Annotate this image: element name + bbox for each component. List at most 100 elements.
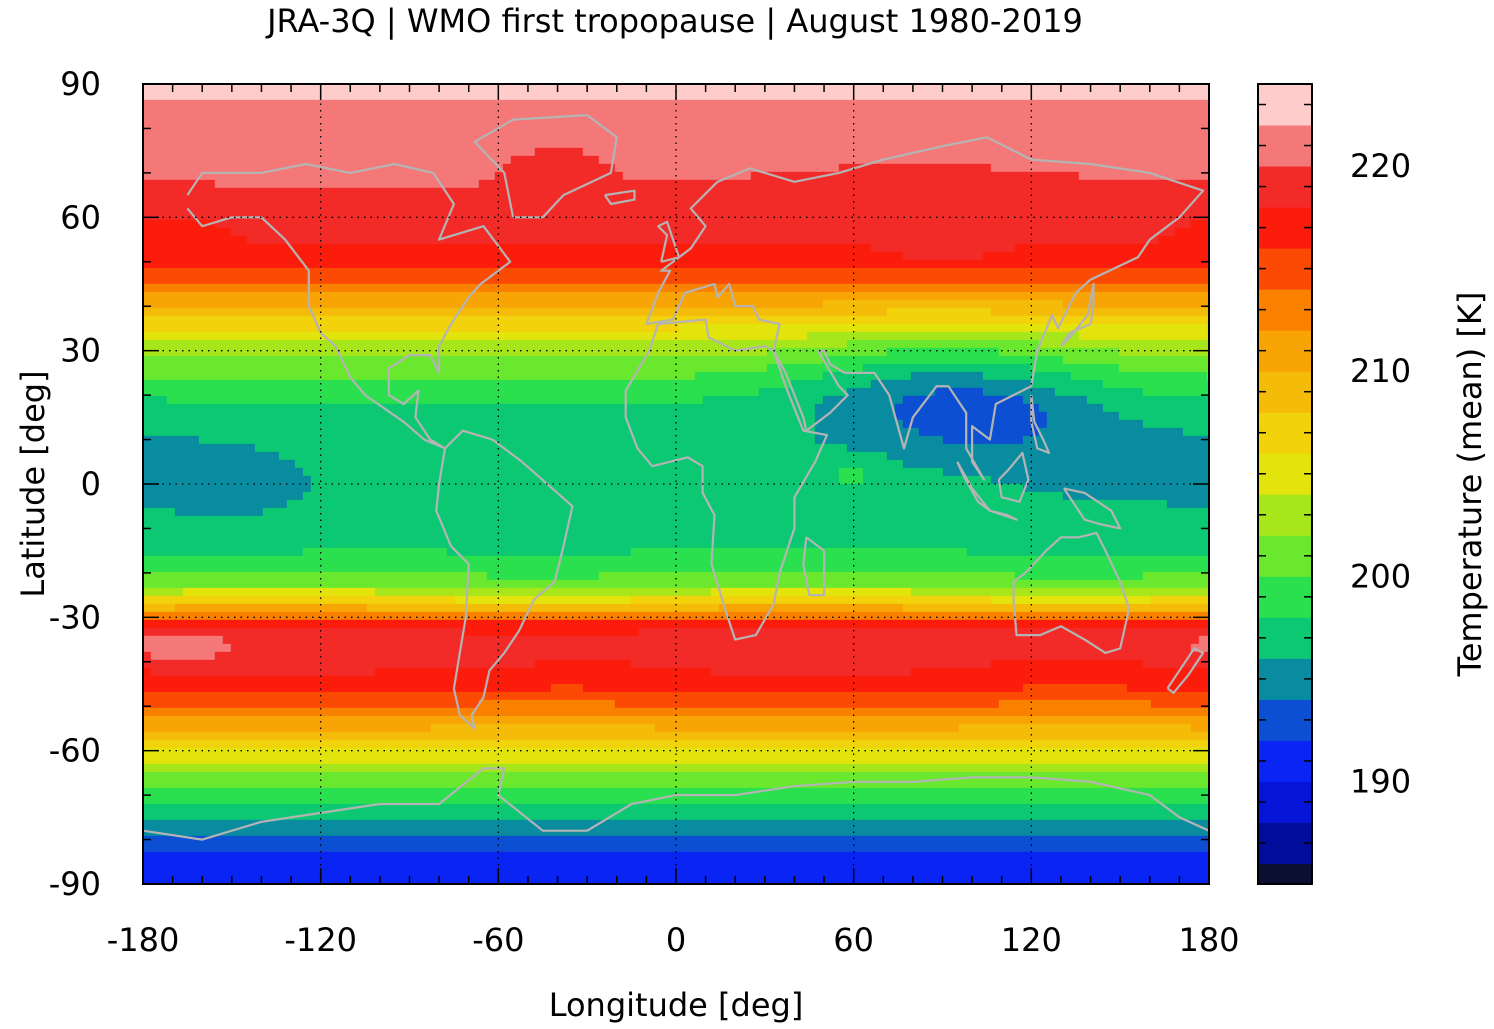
field-cell: [422, 235, 432, 245]
field-cell: [902, 115, 912, 125]
field-cell: [214, 147, 224, 157]
field-cell: [902, 275, 912, 285]
field-cell: [846, 123, 856, 133]
field-cell: [366, 331, 376, 341]
field-cell: [1006, 251, 1016, 261]
field-cell: [1022, 187, 1032, 197]
field-cell: [214, 339, 224, 349]
field-cell: [1110, 315, 1120, 325]
field-cell: [238, 179, 248, 189]
field-cell: [438, 299, 448, 309]
field-cell: [838, 299, 848, 309]
field-cell: [406, 331, 416, 341]
field-cell: [494, 91, 504, 101]
field-cell: [1086, 331, 1096, 341]
field-cell: [766, 323, 776, 333]
field-cell: [1086, 267, 1096, 277]
field-cell: [286, 219, 296, 229]
field-cell: [510, 347, 520, 357]
field-cell: [1046, 123, 1056, 133]
field-cell: [1174, 331, 1184, 341]
field-cell: [958, 227, 968, 237]
field-cell: [678, 139, 688, 149]
field-cell: [646, 99, 656, 109]
field-cell: [686, 331, 696, 341]
field-cell: [1134, 323, 1144, 333]
field-cell: [494, 131, 504, 141]
field-cell: [246, 235, 256, 245]
field-cell: [1198, 147, 1208, 157]
field-cell: [382, 339, 392, 349]
field-cell: [630, 315, 640, 325]
field-cell: [1046, 251, 1056, 261]
field-cell: [1126, 91, 1136, 101]
field-cell: [910, 323, 920, 333]
field-cell: [854, 187, 864, 197]
field-cell: [302, 323, 312, 333]
field-cell: [686, 267, 696, 277]
field-cell: [870, 107, 880, 117]
field-cell: [1126, 131, 1136, 141]
field-cell: [1174, 235, 1184, 245]
field-cell: [766, 283, 776, 293]
field-cell: [1198, 283, 1208, 293]
field-cell: [630, 299, 640, 309]
field-cell: [974, 115, 984, 125]
field-cell: [878, 299, 888, 309]
field-cell: [646, 227, 656, 237]
field-cell: [726, 179, 736, 189]
field-cell: [238, 235, 248, 245]
field-cell: [1190, 363, 1200, 373]
field-cell: [622, 115, 632, 125]
field-cell: [782, 283, 792, 293]
field-cell: [894, 123, 904, 133]
field-cell: [694, 307, 704, 317]
field-cell: [806, 275, 816, 285]
field-cell: [710, 251, 720, 261]
field-cell: [1158, 99, 1168, 109]
field-cell: [894, 211, 904, 221]
field-cell: [238, 379, 248, 389]
field-cell: [1046, 203, 1056, 213]
field-cell: [790, 107, 800, 117]
field-cell: [150, 275, 160, 285]
field-cell: [318, 243, 328, 253]
field-cell: [486, 219, 496, 229]
field-cell: [902, 195, 912, 205]
field-cell: [1030, 107, 1040, 117]
field-cell: [718, 84, 728, 93]
field-cell: [1150, 195, 1160, 205]
field-cell: [846, 179, 856, 189]
field-cell: [462, 259, 472, 269]
field-cell: [1078, 355, 1088, 365]
field-cell: [582, 243, 592, 253]
field-cell: [990, 99, 1000, 109]
field-cell: [390, 379, 400, 389]
field-cell: [918, 163, 928, 173]
field-cell: [886, 331, 896, 341]
field-cell: [534, 163, 544, 173]
field-cell: [1198, 275, 1208, 285]
field-cell: [830, 195, 840, 205]
field-cell: [1070, 91, 1080, 101]
field-cell: [214, 371, 224, 381]
field-cell: [1142, 259, 1152, 269]
field-cell: [430, 323, 440, 333]
field-cell: [750, 147, 760, 157]
field-cell: [966, 99, 976, 109]
field-cell: [750, 355, 760, 365]
field-cell: [414, 371, 424, 381]
field-cell: [518, 243, 528, 253]
field-cell: [654, 355, 664, 365]
field-cell: [590, 123, 600, 133]
field-cell: [350, 147, 360, 157]
field-cell: [590, 331, 600, 341]
field-cell: [822, 91, 832, 101]
field-cell: [758, 299, 768, 309]
field-cell: [638, 291, 648, 301]
field-cell: [758, 291, 768, 301]
field-cell: [542, 291, 552, 301]
field-cell: [230, 275, 240, 285]
field-cell: [438, 171, 448, 181]
field-cell: [902, 267, 912, 277]
